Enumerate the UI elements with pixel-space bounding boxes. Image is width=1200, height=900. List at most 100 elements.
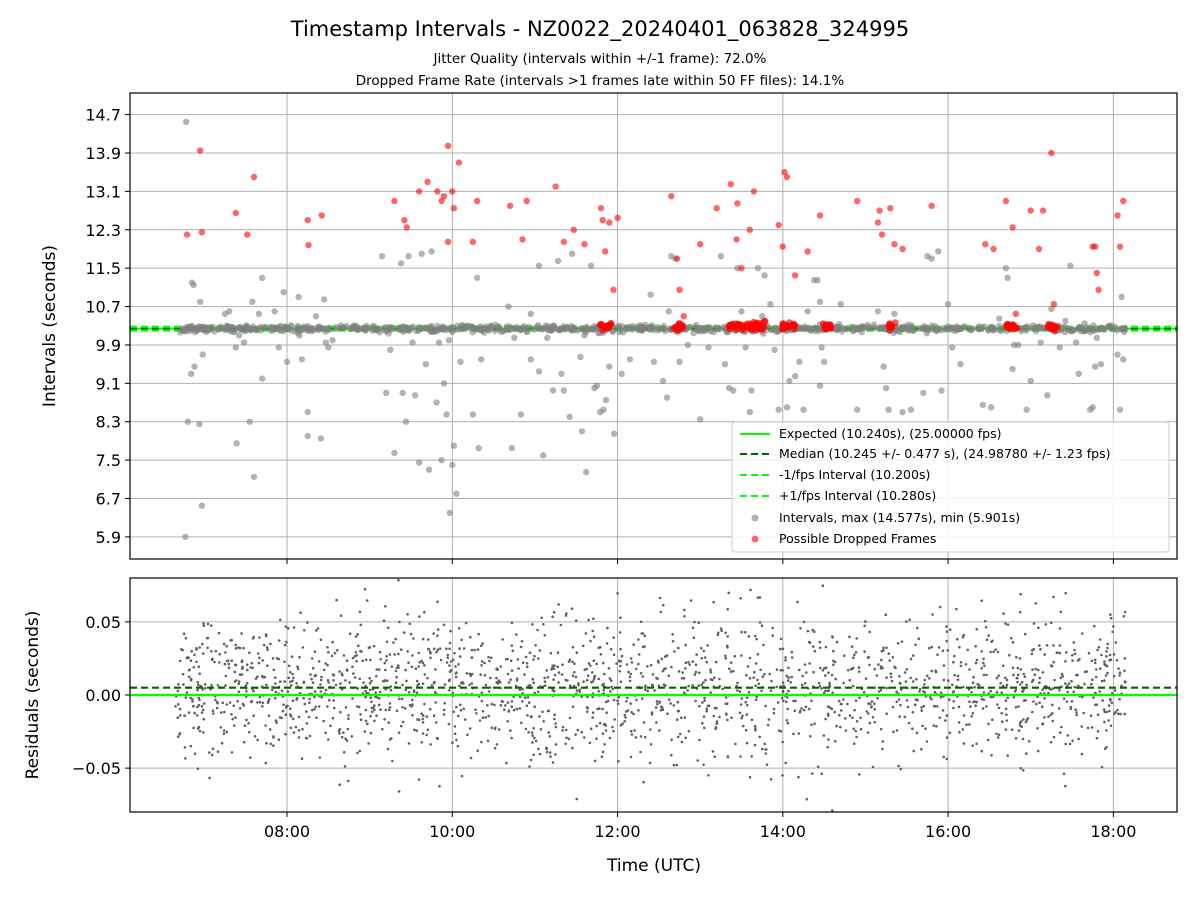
residual-point xyxy=(448,647,451,651)
interval-point xyxy=(748,387,755,394)
residual-point xyxy=(853,653,856,657)
interval-point xyxy=(568,250,576,257)
residual-point xyxy=(864,620,867,623)
residual-point xyxy=(834,677,837,681)
residual-point xyxy=(923,678,926,682)
residual-point xyxy=(243,724,247,727)
residuals-y-tick-label: 0.05 xyxy=(85,613,121,632)
residual-point xyxy=(210,650,213,653)
residual-point xyxy=(1065,700,1069,703)
residual-point xyxy=(712,600,715,604)
residual-point xyxy=(885,712,888,715)
residual-point xyxy=(531,678,535,681)
residual-point xyxy=(1031,710,1034,714)
residual-point xyxy=(526,714,529,717)
residual-point xyxy=(388,706,392,709)
dropped-frame-point xyxy=(928,202,935,209)
residual-point xyxy=(996,650,1000,654)
residual-point xyxy=(310,677,313,681)
residual-point xyxy=(308,701,311,704)
residual-point xyxy=(635,698,638,702)
residual-point xyxy=(473,648,477,652)
interval-point xyxy=(712,324,719,331)
residual-point xyxy=(250,661,254,665)
legend-box xyxy=(731,421,1170,553)
residual-point xyxy=(525,704,529,708)
residual-point xyxy=(711,750,715,753)
residual-point xyxy=(1064,591,1067,595)
residual-point xyxy=(261,674,264,678)
residual-point xyxy=(330,654,334,658)
residual-point xyxy=(258,695,262,699)
residual-point xyxy=(859,727,863,731)
interval-point xyxy=(761,272,768,279)
dropped-frame-point xyxy=(781,169,788,176)
residual-point xyxy=(277,639,281,642)
residual-point xyxy=(762,643,765,647)
residual-point xyxy=(1109,724,1113,728)
residual-point xyxy=(830,707,834,711)
residual-point xyxy=(446,656,450,660)
residual-point xyxy=(516,658,520,661)
residual-point xyxy=(211,709,215,713)
residual-point xyxy=(386,747,390,751)
residual-point xyxy=(222,732,226,735)
interval-point xyxy=(325,344,332,351)
residual-point xyxy=(660,657,664,661)
residual-point xyxy=(912,680,915,683)
residual-point xyxy=(1052,595,1055,599)
residual-point xyxy=(942,678,946,682)
residual-point xyxy=(302,697,306,700)
residual-point xyxy=(281,709,285,713)
residual-point xyxy=(311,708,314,712)
residual-point xyxy=(609,647,613,651)
residual-point xyxy=(480,660,484,663)
residual-point xyxy=(412,689,416,692)
interval-point xyxy=(527,356,534,363)
residual-point xyxy=(616,699,619,702)
interval-point xyxy=(1115,325,1122,332)
residual-point xyxy=(417,718,421,721)
residual-point xyxy=(1047,691,1050,695)
residual-point xyxy=(326,646,329,649)
residual-point xyxy=(734,742,737,746)
residual-point xyxy=(177,703,180,706)
residual-point xyxy=(249,756,252,759)
interval-point xyxy=(259,375,266,382)
residual-point xyxy=(228,701,232,704)
residual-point xyxy=(177,683,180,686)
residual-point xyxy=(595,737,598,740)
residual-point xyxy=(887,652,891,655)
residual-point xyxy=(364,658,368,662)
residual-point xyxy=(454,665,457,668)
residual-point xyxy=(295,682,298,685)
residuals-y-tick-label: 0.00 xyxy=(85,686,121,705)
residual-point xyxy=(903,671,907,674)
interval-point xyxy=(1048,305,1055,313)
residual-point xyxy=(713,706,717,710)
residual-point xyxy=(904,680,908,683)
dropped-frame-point xyxy=(424,178,431,185)
residual-point xyxy=(203,683,207,686)
interval-point xyxy=(322,325,329,332)
residual-point xyxy=(662,603,665,607)
residual-point xyxy=(411,703,414,706)
residual-point xyxy=(269,742,273,746)
residual-point xyxy=(351,697,354,700)
residual-point xyxy=(481,710,485,713)
residual-point xyxy=(532,753,535,757)
residual-point xyxy=(623,720,626,723)
residual-point xyxy=(346,779,350,783)
residual-point xyxy=(688,663,691,666)
residual-point xyxy=(677,709,681,713)
residual-point xyxy=(1094,691,1097,695)
intervals-plot: 5.96.77.58.39.19.910.711.512.313.113.914… xyxy=(40,92,1178,564)
residual-point xyxy=(213,660,216,664)
interval-point xyxy=(491,327,499,335)
residual-point xyxy=(786,721,790,725)
interval-point xyxy=(179,327,187,334)
residual-point xyxy=(1016,680,1019,684)
residual-point xyxy=(222,729,226,732)
residual-point xyxy=(510,700,514,703)
residual-point xyxy=(768,672,771,676)
